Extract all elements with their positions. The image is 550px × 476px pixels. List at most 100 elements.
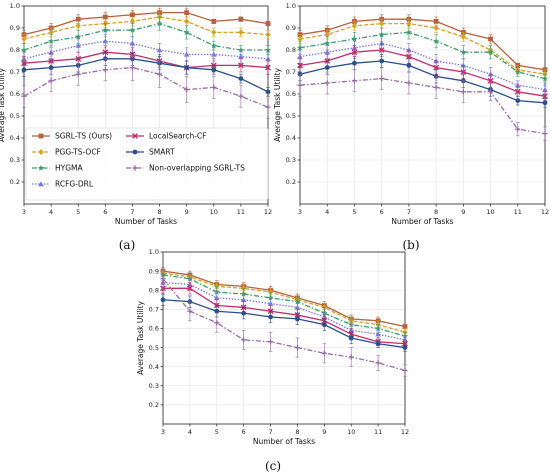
data-point (433, 84, 439, 90)
data-point (37, 164, 45, 171)
data-point (351, 49, 358, 56)
x-tick-label: 7 (407, 208, 411, 216)
x-tick-label: 7 (130, 208, 134, 216)
data-point (38, 149, 44, 155)
data-point (213, 295, 220, 301)
x-tick-label: 9 (322, 428, 326, 436)
data-point (265, 104, 271, 110)
data-point (265, 31, 271, 38)
y-tick-label: 0.9 (149, 267, 159, 275)
series-hygma (296, 25, 549, 84)
data-point (48, 49, 54, 55)
chart-panel-c: 0.2 0.3 0.4 0.5 0.6 0.7 0.8 0.9 1.0 3 4 5 6 7 8 9 10 11 12… (136, 248, 409, 446)
data-point (351, 35, 358, 42)
data-point (241, 337, 247, 343)
data-point (297, 53, 303, 59)
y-tick-label: 0.8 (149, 286, 159, 294)
data-point (237, 62, 244, 69)
series-sgrl-ts-ours- (160, 266, 408, 329)
data-point (487, 89, 494, 95)
data-point (406, 80, 412, 86)
data-point (268, 314, 273, 320)
data-point (375, 360, 381, 366)
y-tick-label: 0.6 (10, 90, 20, 98)
data-point (378, 47, 385, 53)
data-point (214, 308, 220, 314)
series-line (23, 51, 269, 69)
series-non-overlapping-sgrl-ts (297, 67, 548, 141)
series-line (23, 58, 269, 93)
series-line (299, 77, 546, 135)
y-tick-label: 1.0 (286, 2, 296, 10)
x-tick-label: 8 (434, 208, 438, 216)
data-point (102, 27, 109, 33)
data-point (514, 68, 521, 75)
data-point (296, 44, 304, 51)
data-point (405, 29, 412, 35)
data-point (541, 75, 549, 82)
data-point (348, 335, 354, 341)
data-point (238, 16, 244, 22)
legend-label: HYGMA (55, 164, 84, 173)
y-tick-label: 0.8 (286, 46, 296, 54)
legend-label: PGG-TS-OCF (55, 148, 101, 157)
legend: SGRL-TS (Ours) PGG-TS-OCF HYGMA RCFG-DRL Loc… (25, 127, 269, 201)
data-point (75, 22, 81, 29)
data-point (238, 93, 244, 99)
data-point (130, 12, 135, 18)
data-point (129, 18, 136, 25)
data-point (160, 297, 166, 303)
data-point (265, 56, 271, 61)
y-axis-label: Average Task Utility (136, 301, 145, 375)
x-tick-label: 4 (49, 208, 53, 216)
data-point (211, 67, 217, 73)
x-tick-label: 10 (210, 208, 218, 216)
data-point (184, 65, 190, 70)
data-point (75, 42, 82, 48)
data-point (102, 38, 109, 44)
data-point (129, 65, 136, 71)
data-point (379, 20, 385, 27)
data-point (102, 67, 108, 73)
data-point (75, 71, 81, 77)
data-point (375, 325, 382, 332)
series-line (162, 278, 406, 372)
series-pgg-ts-ocf (160, 268, 408, 337)
series-non-overlapping-sgrl-ts (21, 54, 271, 119)
data-point (351, 22, 358, 29)
y-tick-label: 0.8 (10, 46, 20, 54)
series-localsearch-cf (160, 282, 408, 348)
data-point (183, 51, 190, 57)
y-tick-label: 0.5 (149, 344, 159, 352)
y-axis-label: Average Task Utility (0, 68, 6, 142)
data-point (240, 296, 247, 302)
x-tick-label: 10 (347, 428, 355, 436)
data-point (402, 367, 408, 374)
y-tick-label: 0.5 (10, 112, 20, 120)
data-point (324, 80, 330, 86)
y-tick-label: 0.7 (149, 306, 159, 314)
x-tick-label: 4 (188, 428, 192, 436)
data-point (238, 29, 244, 36)
series-line (163, 287, 406, 345)
series-line (23, 16, 269, 40)
data-point (75, 33, 82, 40)
data-point (238, 76, 244, 81)
series-line (23, 40, 269, 60)
data-point (297, 62, 303, 69)
x-tick-label: 3 (161, 428, 165, 436)
data-point (405, 53, 412, 60)
data-point (210, 51, 217, 57)
data-point (348, 354, 354, 360)
data-point (460, 33, 466, 40)
data-point (514, 82, 521, 88)
x-tick-label: 4 (325, 208, 329, 216)
data-point (241, 310, 247, 316)
y-tick-label: 0.7 (286, 68, 296, 76)
data-point (265, 89, 271, 95)
data-point (515, 98, 521, 103)
data-point (297, 36, 303, 42)
x-tick-label: 5 (76, 208, 80, 216)
series-line (162, 281, 406, 341)
